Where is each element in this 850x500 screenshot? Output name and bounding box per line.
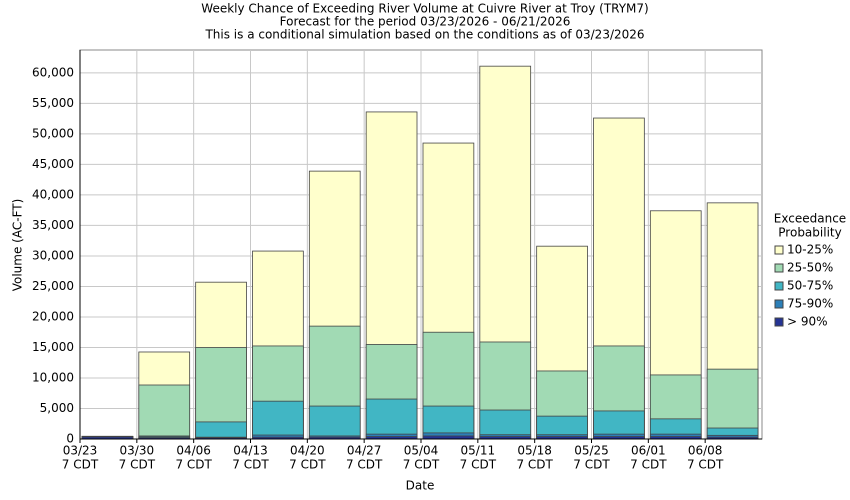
chart-subtitle: This is a conditional simulation based o… [204, 28, 644, 42]
x-tick-label: 04/27 [347, 444, 382, 458]
bar [252, 400, 304, 440]
x-tick-label: 04/13 [233, 444, 268, 458]
x-tick-label: 05/18 [517, 444, 552, 458]
bar [308, 405, 361, 440]
x-tick-label: 7 CDT [175, 458, 212, 472]
y-tick-label: 55,000 [32, 96, 74, 110]
bar [195, 421, 247, 440]
x-tick-label: 06/01 [631, 444, 666, 458]
y-tick-label: 5,000 [40, 401, 74, 415]
x-tick-label: 05/25 [574, 444, 609, 458]
y-tick-label: 10,000 [32, 370, 74, 384]
x-tick-label: 7 CDT [687, 458, 724, 472]
x-tick-label: 7 CDT [119, 458, 156, 472]
x-tick-label: 7 CDT [346, 458, 383, 472]
y-tick-label: 30,000 [32, 248, 74, 262]
x-tick-label: 7 CDT [289, 458, 326, 472]
legend-title: Exceedance [774, 212, 846, 226]
legend-label: 25-50% [787, 261, 833, 275]
x-tick-label: 7 CDT [232, 458, 269, 472]
x-tick-label: 7 CDT [62, 458, 99, 472]
x-tick-label: 7 CDT [460, 458, 497, 472]
x-tick-label: 7 CDT [573, 458, 610, 472]
legend-label: 75-90% [787, 297, 833, 311]
legend-swatch [774, 299, 784, 309]
x-tick-label: 06/08 [688, 444, 723, 458]
bar [365, 398, 418, 440]
x-tick-label: 04/20 [290, 444, 325, 458]
legend-label: > 90% [787, 315, 828, 329]
x-tick-label: 03/23 [63, 444, 98, 458]
x-axis-label: Date [406, 479, 435, 493]
legend-label: 10-25% [787, 243, 833, 257]
bar [138, 384, 191, 440]
x-tick-label: 04/06 [176, 444, 211, 458]
legend-title: Probability [778, 226, 841, 240]
y-tick-label: 50,000 [32, 126, 74, 140]
y-tick-label: 15,000 [32, 340, 74, 354]
y-tick-label: 35,000 [32, 218, 74, 232]
bar [706, 368, 759, 440]
y-tick-label: 40,000 [32, 187, 74, 201]
x-tick-label: 7 CDT [403, 458, 440, 472]
y-tick-label: 20,000 [32, 309, 74, 323]
x-tick-label: 05/11 [461, 444, 496, 458]
y-tick-label: 60,000 [32, 65, 74, 79]
legend-label: 50-75% [787, 279, 833, 293]
legend-swatch [774, 281, 784, 291]
y-tick-label: 0 [66, 432, 74, 446]
y-tick-label: 45,000 [32, 157, 74, 171]
legend-swatch [774, 263, 784, 273]
chart-title: Weekly Chance of Exceeding River Volume … [201, 2, 648, 16]
legend-swatch [774, 245, 784, 255]
x-tick-label: 03/30 [120, 444, 155, 458]
x-tick-label: 7 CDT [516, 458, 553, 472]
x-tick-label: 7 CDT [630, 458, 667, 472]
y-tick-label: 25,000 [32, 279, 74, 293]
legend-swatch [774, 317, 784, 327]
x-tick-label: 05/04 [404, 444, 439, 458]
chart-subtitle: Forecast for the period 03/23/2026 - 06/… [280, 15, 571, 29]
y-axis-label: Volume (AC-FT) [11, 199, 25, 292]
